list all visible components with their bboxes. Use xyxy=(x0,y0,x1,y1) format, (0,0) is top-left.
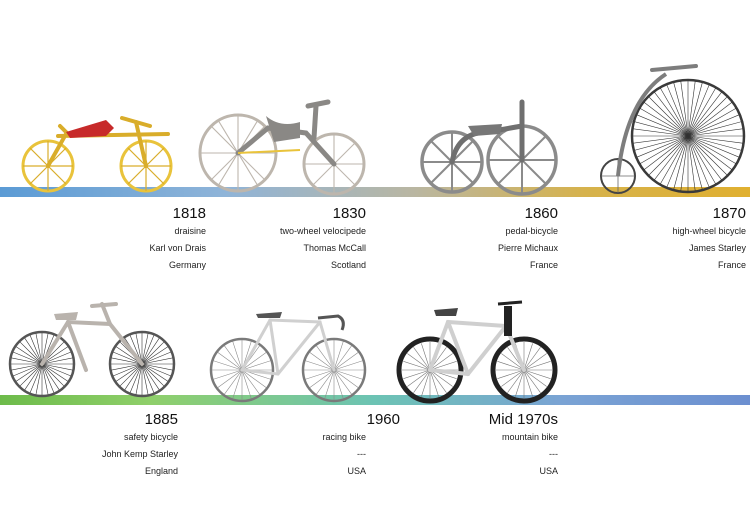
entry-country: USA xyxy=(539,466,558,476)
entry-year: 1818 xyxy=(172,205,206,222)
entry-country: France xyxy=(529,260,558,270)
entry-year: 1885 xyxy=(144,411,178,428)
draisine-illustration xyxy=(21,116,173,193)
timeline-entry-details: racing bike --- USA xyxy=(322,429,366,480)
entry-country: Scotland xyxy=(330,260,366,270)
velocipede-illustration xyxy=(198,99,366,196)
timeline-band-bottom xyxy=(0,395,750,405)
entry-type: draisine xyxy=(174,226,206,236)
entry-inventor: Pierre Michaux xyxy=(497,243,558,253)
timeline-entry: 1870 high-wheel bicycle James Starley Fr… xyxy=(672,205,746,274)
entry-country: Germany xyxy=(168,260,206,270)
entry-country: England xyxy=(144,466,178,476)
entry-year: Mid 1970s xyxy=(488,411,558,428)
timeline-band-top xyxy=(0,187,750,197)
entry-type: pedal-bicycle xyxy=(505,226,558,236)
entry-inventor: --- xyxy=(357,449,366,459)
entry-inventor: Thomas McCall xyxy=(303,243,366,253)
timeline-entry: 1830 two-wheel velocipede Thomas McCall … xyxy=(280,205,366,274)
entry-year: 1960 xyxy=(366,411,400,428)
entry-type: racing bike xyxy=(322,432,366,442)
entry-inventor: James Starley xyxy=(688,243,746,253)
entry-inventor: --- xyxy=(549,449,558,459)
timeline-entry: Mid 1970s mountain bike --- USA xyxy=(489,411,558,480)
mountain-bike-illustration xyxy=(396,300,558,404)
entry-country: France xyxy=(717,260,746,270)
timeline-entry: 1860 pedal-bicycle Pierre Michaux France xyxy=(498,205,558,274)
high-wheel-illustration xyxy=(600,64,746,194)
timeline-entry: 1818 draisine Karl von Drais Germany xyxy=(149,205,206,274)
entry-type: mountain bike xyxy=(501,432,558,442)
entry-country: USA xyxy=(347,466,366,476)
entry-type: two-wheel velocipede xyxy=(279,226,366,236)
racing-bike-illustration xyxy=(209,312,367,403)
entry-type: high-wheel bicycle xyxy=(672,226,746,236)
entry-year: 1870 xyxy=(712,205,746,222)
timeline-entry: 1885 safety bicycle John Kemp Starley En… xyxy=(102,411,178,480)
pedal-bicycle-illustration xyxy=(420,99,558,196)
entry-inventor: Karl von Drais xyxy=(149,243,206,253)
entry-inventor: John Kemp Starley xyxy=(101,449,178,459)
entry-year: 1830 xyxy=(332,205,366,222)
entry-year: 1860 xyxy=(524,205,558,222)
safety-bicycle-illustration xyxy=(8,302,176,398)
timeline-entry: 1960 xyxy=(367,411,400,429)
entry-type: safety bicycle xyxy=(123,432,178,442)
